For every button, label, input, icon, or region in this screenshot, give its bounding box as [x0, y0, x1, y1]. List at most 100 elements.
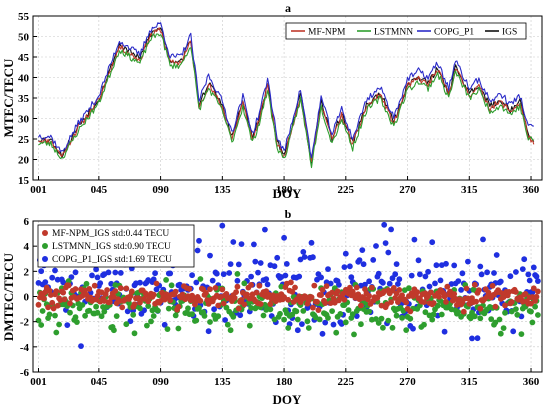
panel-b-label: b — [285, 207, 292, 221]
scatter-point-copg-p1-igs — [366, 278, 372, 285]
scatter-point-lstmnn-igs — [72, 314, 79, 321]
legend-marker-mf-npm-igs — [42, 230, 48, 236]
scatter-point-mf-npm-igs — [288, 279, 294, 286]
scatter-point-mf-npm-igs — [443, 299, 449, 305]
scatter-point-lstmnn-igs — [422, 309, 429, 316]
scatter-point-mf-npm-igs — [128, 288, 135, 295]
scatter-point-mf-npm-igs — [123, 285, 130, 292]
scatter-point-copg-p1-igs — [395, 281, 401, 287]
scatter-point-copg-p1-igs — [380, 279, 386, 286]
scatter-point-lstmnn-igs — [260, 312, 267, 319]
legend-label-lstmnn: LSTMNN — [374, 28, 413, 38]
scatter-point-copg-p1-igs — [356, 257, 363, 263]
scatter-point-lstmnn-igs — [399, 315, 405, 321]
scatter-point-mf-npm-igs — [179, 291, 186, 298]
scatter-point-mf-npm-igs — [428, 289, 434, 296]
scatter-point-copg-p1-igs — [474, 335, 481, 342]
panel-a-x-axis-title: DOY — [273, 186, 303, 201]
scatter-point-mf-npm-igs — [212, 285, 219, 291]
scatter-point-mf-npm-igs — [197, 297, 204, 304]
scatter-point-lstmnn-igs — [74, 319, 80, 325]
panel-a-legend: MF-NPM LSTMNN COPG_P1 IGS — [285, 22, 527, 40]
panel-a-legend-box — [285, 22, 527, 40]
panel-b-x-tick-label: 135 — [214, 376, 231, 388]
scatter-point-copg-p1-igs — [219, 222, 226, 229]
scatter-point-mf-npm-igs — [207, 286, 213, 293]
scatter-point-lstmnn-igs — [227, 327, 234, 334]
scatter-point-mf-npm-igs — [257, 301, 264, 307]
scatter-point-lstmnn-igs — [492, 319, 499, 326]
scatter-point-mf-npm-igs — [358, 302, 364, 309]
scatter-point-lstmnn-igs — [175, 325, 182, 332]
scatter-point-lstmnn-igs — [294, 316, 301, 323]
scatter-point-copg-p1-igs — [535, 278, 541, 284]
scatter-point-lstmnn-igs — [281, 316, 287, 323]
series-line-mf-npm — [38, 27, 535, 163]
panel-b-legend-box — [37, 224, 195, 268]
scatter-point-copg-p1-igs — [443, 260, 449, 267]
scatter-point-lstmnn-igs — [148, 318, 154, 325]
scatter-point-copg-p1-igs — [42, 279, 49, 285]
scatter-point-lstmnn-igs — [325, 315, 331, 321]
scatter-point-lstmnn-igs — [172, 312, 179, 319]
scatter-point-copg-p1-igs — [330, 321, 337, 328]
scatter-point-lstmnn-igs — [130, 311, 137, 318]
scatter-point-copg-p1-igs — [124, 308, 131, 315]
scatter-point-mf-npm-igs — [310, 304, 316, 311]
scatter-point-lstmnn-igs — [535, 312, 541, 318]
scatter-point-lstmnn-igs — [150, 313, 157, 319]
scatter-point-copg-p1-igs — [230, 239, 237, 245]
scatter-point-copg-p1-igs — [117, 270, 124, 276]
panel-a-x-tick-label: 001 — [30, 184, 47, 196]
scatter-point-mf-npm-igs — [533, 293, 540, 300]
scatter-point-copg-p1-igs — [161, 321, 168, 328]
scatter-point-lstmnn-igs — [113, 313, 120, 319]
panel-b-legend: MF-NPM_IGS std:0.44 TECU LSTMNN_IGS std:… — [37, 224, 195, 268]
scatter-point-copg-p1-igs — [491, 270, 497, 276]
scatter-point-copg-p1-igs — [310, 254, 316, 261]
scatter-point-copg-p1-igs — [425, 268, 431, 275]
scatter-point-copg-p1-igs — [112, 269, 119, 276]
scatter-point-mf-npm-igs — [530, 285, 537, 292]
scatter-point-lstmnn-igs — [300, 308, 307, 314]
scatter-point-mf-npm-igs — [403, 299, 410, 306]
panel-b-x-tick-label: 045 — [91, 376, 108, 388]
scatter-point-mf-npm-igs — [355, 291, 362, 298]
scatter-point-mf-npm-igs — [53, 288, 60, 294]
scatter-point-lstmnn-igs — [196, 305, 202, 311]
scatter-point-lstmnn-igs — [165, 305, 172, 312]
scatter-point-copg-p1-igs — [283, 261, 290, 267]
scatter-point-mf-npm-igs — [535, 288, 541, 295]
scatter-point-mf-npm-igs — [106, 299, 113, 305]
scatter-point-mf-npm-igs — [112, 288, 119, 294]
scatter-point-lstmnn-igs — [86, 307, 93, 314]
scatter-point-copg-p1-igs — [97, 280, 104, 286]
scatter-point-mf-npm-igs — [476, 287, 482, 293]
scatter-point-lstmnn-igs — [337, 311, 344, 317]
scatter-point-copg-p1-igs — [255, 269, 261, 276]
scatter-point-mf-npm-igs — [248, 282, 255, 288]
panel-b-y-tick-label: 4 — [24, 241, 30, 253]
legend-label-copg-p1: COPG_P1 — [434, 28, 474, 38]
panel-a-y-tick-label: 25 — [18, 134, 30, 146]
scatter-point-lstmnn-igs — [82, 312, 88, 319]
scatter-point-mf-npm-igs — [223, 291, 230, 297]
panel-b-y-tick-label: -4 — [20, 342, 30, 354]
scatter-point-mf-npm-igs — [366, 293, 372, 299]
scatter-point-mf-npm-igs — [67, 300, 73, 307]
panel-a-y-ticks: 15 20 25 30 35 40 45 50 55 — [18, 11, 37, 187]
scatter-point-lstmnn-igs — [189, 311, 196, 317]
scatter-point-copg-p1-igs — [318, 274, 324, 281]
scatter-point-lstmnn-igs — [471, 313, 478, 320]
scatter-point-lstmnn-igs — [53, 329, 60, 336]
scatter-point-lstmnn-igs — [56, 321, 62, 328]
scatter-point-mf-npm-igs — [219, 286, 226, 293]
scatter-point-copg-p1-igs — [263, 276, 270, 282]
panel-b-x-ticks: 001 045 090 135 180 225 270 315 360 — [30, 368, 540, 388]
scatter-point-mf-npm-igs — [390, 285, 397, 291]
scatter-point-mf-npm-igs — [203, 290, 209, 296]
scatter-point-lstmnn-igs — [185, 305, 191, 312]
scatter-point-lstmnn-igs — [35, 317, 42, 324]
panel-a-y-tick-label: 55 — [18, 11, 30, 23]
